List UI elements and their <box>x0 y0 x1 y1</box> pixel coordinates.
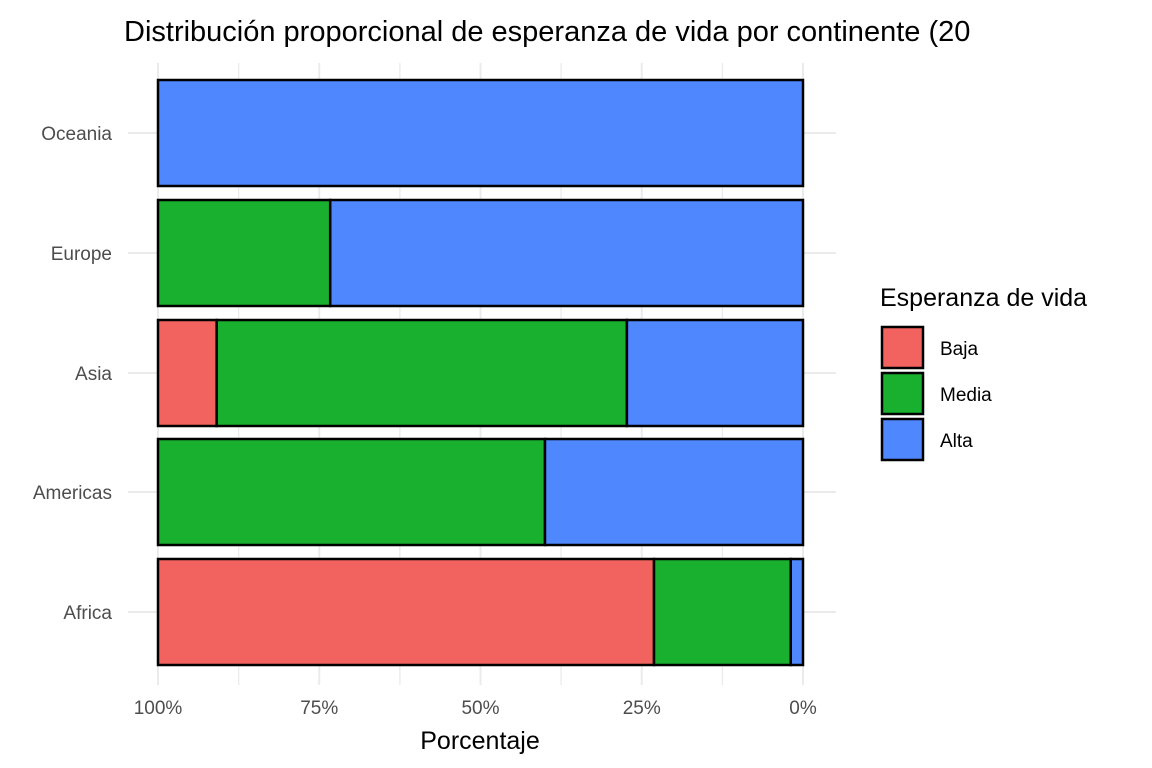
bar-segment-asia-alta <box>625 318 805 428</box>
x-axis-title: Porcentaje <box>420 727 540 755</box>
legend-label-alta: Alta <box>940 431 973 452</box>
bars <box>156 78 805 667</box>
bar-segment-europe-alta <box>328 198 805 308</box>
bar-segment-oceania-alta <box>156 78 805 188</box>
bar-segment-americas-media <box>156 437 547 547</box>
bar-segment-africa-baja <box>156 557 656 667</box>
y-tick-label-oceania: Oceania <box>41 124 112 145</box>
x-tick-label: 100% <box>134 698 183 719</box>
y-tick-label-europe: Europe <box>51 244 112 265</box>
x-tick-label: 75% <box>300 698 338 719</box>
y-tick-label-americas: Americas <box>33 483 112 504</box>
legend-title: Esperanza de vida <box>880 284 1087 312</box>
legend-key-media <box>880 371 925 416</box>
legend-key-baja <box>880 325 925 370</box>
x-tick-label: 0% <box>789 698 817 719</box>
bar-segment-asia-media <box>215 318 629 428</box>
y-tick-label-africa: Africa <box>63 603 112 624</box>
x-tick-label: 50% <box>461 698 499 719</box>
legend-label-media: Media <box>940 385 992 406</box>
chart-title: Distribución proporcional de esperanza d… <box>124 16 970 48</box>
bar-segment-americas-alta <box>543 437 805 547</box>
bar-segment-europe-media <box>156 198 332 308</box>
legend-label-baja: Baja <box>940 339 978 360</box>
legend-key-alta <box>880 417 925 462</box>
legend: Esperanza de vida Baja Media Alta <box>880 284 1087 462</box>
bar-segment-africa-media <box>652 557 792 667</box>
bar-segment-africa-alta <box>789 557 805 667</box>
x-axis-tick-labels: 100% 75% 50% 25% 0% <box>134 698 817 719</box>
x-tick-label: 25% <box>623 698 661 719</box>
y-tick-label-asia: Asia <box>75 364 112 385</box>
y-axis-tick-labels: Africa Americas Asia Europe Oceania <box>33 124 113 624</box>
bar-segment-asia-baja <box>156 318 218 428</box>
